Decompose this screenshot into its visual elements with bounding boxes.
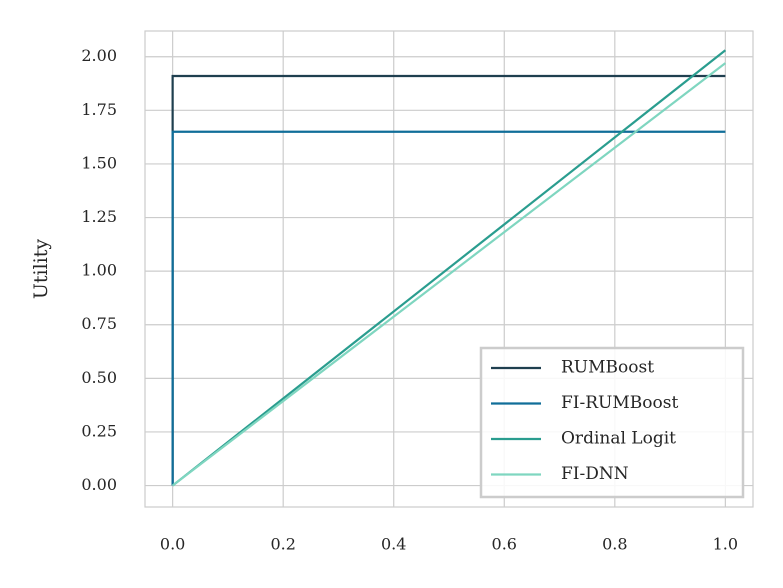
y-tick-label: 2.00 — [81, 46, 117, 65]
y-tick-label: 0.25 — [81, 421, 117, 440]
x-tick-label: 0.8 — [602, 535, 627, 554]
y-axis-label: Utility — [30, 239, 52, 300]
y-tick-label: 1.00 — [81, 261, 117, 280]
y-tick-label: 1.25 — [81, 207, 117, 226]
y-tick-label: 1.50 — [81, 153, 117, 172]
y-tick-label: 1.75 — [81, 100, 117, 119]
y-tick-label: 0.75 — [81, 314, 117, 333]
legend-label: FI-RUMBoost — [561, 393, 678, 413]
y-tick-label: 0.00 — [81, 475, 117, 494]
x-tick-label: 0.0 — [160, 535, 185, 554]
legend-label: Ordinal Logit — [561, 429, 676, 449]
legend-label: FI-DNN — [561, 464, 629, 484]
x-tick-label: 0.6 — [492, 535, 517, 554]
series-line — [171, 62, 727, 487]
legend-box — [479, 346, 745, 499]
x-tick-label: 0.4 — [381, 535, 406, 554]
series-line — [171, 130, 726, 486]
y-tick-label: 0.50 — [81, 368, 117, 387]
legend-label: RUMBoost — [561, 358, 654, 378]
x-tick-label: 0.2 — [270, 535, 295, 554]
x-tick-label: 1.0 — [713, 535, 738, 554]
series-line — [171, 49, 727, 487]
